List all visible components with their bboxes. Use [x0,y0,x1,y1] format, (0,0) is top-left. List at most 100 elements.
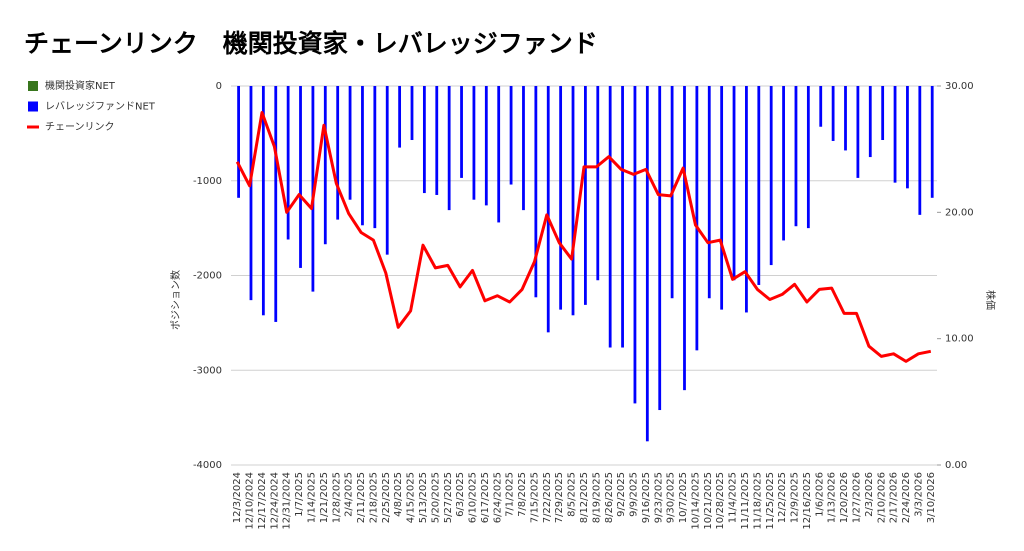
bar [348,86,352,200]
bar [906,86,909,189]
bar [720,86,724,310]
y2-tick-label: 0.00 [945,460,967,471]
line [235,111,932,363]
bar [249,86,253,301]
bar [460,86,463,178]
legend-swatch [28,81,38,91]
x-tick-label: 9/9/2025 [629,472,640,517]
legend-label: レバレッジファンドNET [45,101,156,113]
x-tick-label: 11/4/2025 [728,472,739,523]
x-tick-label: 6/24/2025 [492,472,503,523]
x-tick-label: 10/7/2025 [678,472,689,523]
x-tick-label: 10/28/2025 [715,472,726,530]
x-tick-label: 12/9/2025 [790,472,801,523]
bar [435,86,439,195]
x-tick-label: 1/7/2025 [294,472,305,517]
chart-title: チェーンリンク 機関投資家・レバレッジファンド [24,29,598,58]
bar [286,86,290,240]
y-tick-label: -4000 [193,460,222,471]
bar [757,86,761,285]
y2-tick-label: 20.00 [945,207,974,218]
x-tick-label: 2/4/2025 [344,472,355,517]
x-tick-label: 12/17/2024 [257,472,268,530]
bar [311,86,315,292]
bar [856,86,860,178]
y-tick-label: -1000 [193,176,222,187]
bar [782,86,785,241]
bar [546,86,550,333]
bar [930,86,934,198]
x-tick-label: 2/24/2026 [901,472,912,523]
x-tick-label: 2/3/2026 [864,472,875,517]
bar [881,86,885,141]
bar [745,86,748,313]
x-tick-label: 11/11/2025 [740,472,751,530]
bar [559,86,563,310]
bar [794,86,798,227]
x-tick-label: 4/8/2025 [393,472,404,517]
y2-tick-label: 10.00 [945,334,974,345]
bar [868,86,872,158]
x-tick-label: 7/22/2025 [542,472,553,523]
bar [509,86,513,185]
bar [844,86,847,151]
x-tick-label: 2/18/2025 [368,472,379,523]
x-tick-label: 7/29/2025 [554,472,565,523]
y2-axis-label: 株価 [984,290,997,310]
bar [373,86,377,229]
x-tick-label: 1/6/2026 [814,472,825,517]
x-tick-label: 12/16/2025 [802,472,813,530]
y-tick-label: 0 [216,81,222,92]
x-tick-label: 2/10/2026 [876,472,887,523]
bar [645,86,649,442]
bar [522,86,525,211]
x-tick-label: 8/12/2025 [579,472,590,523]
bar [274,86,278,322]
x-tick-label: 12/2/2025 [777,472,788,523]
bar [336,86,340,220]
x-tick-label: 11/18/2025 [752,472,763,530]
x-tick-label: 1/21/2025 [319,472,330,523]
x-tick-label: 2/11/2025 [356,472,367,523]
x-tick-label: 2/25/2025 [381,472,392,523]
x-tick-label: 6/3/2025 [455,472,466,517]
legend-swatch [28,101,38,112]
bar [633,86,637,404]
x-tick-label: 7/8/2025 [517,472,528,517]
y-tick-label: -3000 [193,365,222,376]
bar [261,86,265,316]
x-tick-label: 9/30/2025 [666,472,677,523]
bar [497,86,501,223]
x-tick-label: 9/16/2025 [641,472,652,523]
x-tick-label: 11/25/2025 [765,472,776,530]
bar [472,86,476,200]
x-tick-label: 1/20/2026 [839,472,850,523]
x-tick-label: 10/14/2025 [690,472,701,530]
y-axis-label: ポジション数 [169,270,182,330]
x-tick-label: 6/17/2025 [480,472,491,523]
bar [608,86,612,348]
x-tick-label: 7/1/2025 [505,472,516,517]
x-tick-label: 12/31/2024 [282,472,293,530]
bar [819,86,823,127]
bar [707,86,711,299]
x-tick-label: 5/13/2025 [418,472,429,523]
x-tick-label: 8/19/2025 [591,472,602,523]
bar [484,86,488,206]
x-tick-label: 1/14/2025 [307,472,318,523]
bar [385,86,389,255]
y-tick-label: -2000 [193,271,222,282]
x-tick-label: 3/10/2026 [926,472,937,523]
bar [732,86,736,281]
x-tick-label: 12/24/2024 [269,472,280,530]
bar [893,86,897,183]
x-tick-label: 8/5/2025 [567,472,578,517]
bar [658,86,662,411]
x-tick-label: 12/3/2024 [232,472,243,523]
bar [410,86,414,141]
bar [447,86,451,211]
bar [695,86,699,351]
x-tick-label: 1/28/2025 [331,472,342,523]
bar [683,86,686,391]
bar [918,86,922,215]
